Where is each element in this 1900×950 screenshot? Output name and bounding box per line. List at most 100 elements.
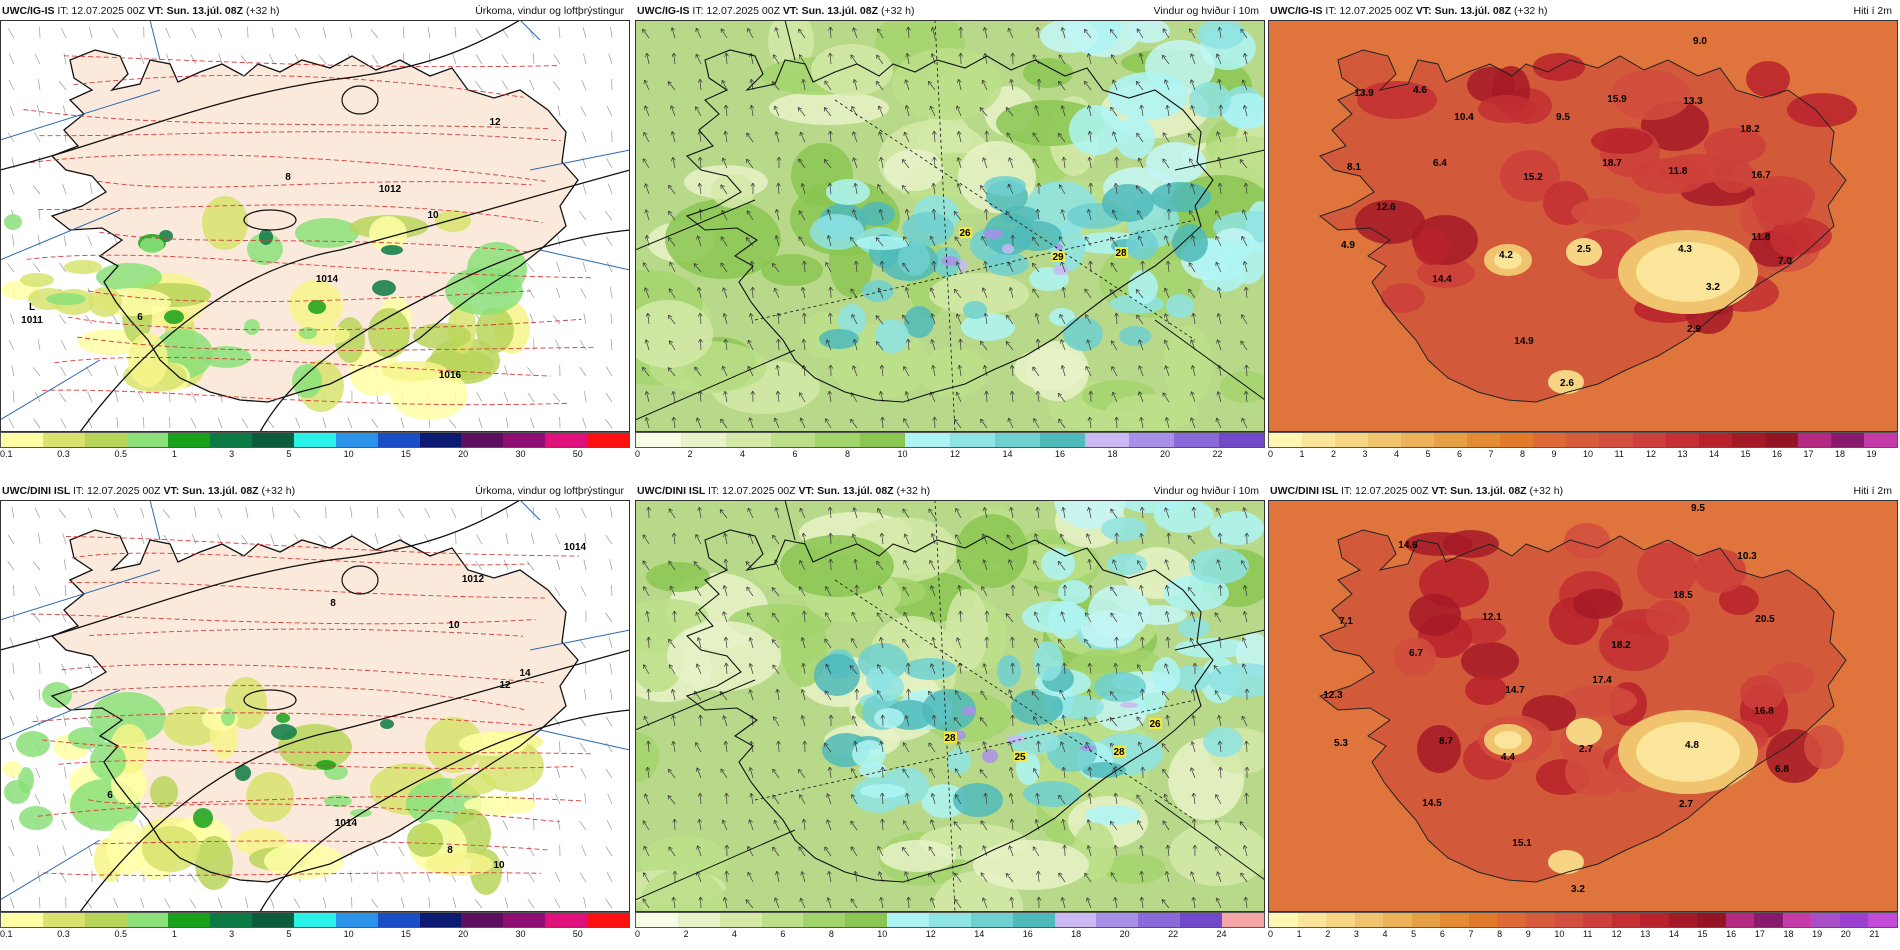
colorbar-swatch bbox=[1497, 913, 1526, 927]
colorbar-swatch bbox=[1764, 433, 1798, 447]
colorbar-ticks: 0 1 2 3 4 5 6 7 8 9 10 11 12 13 14 15 16 17 18 19 bbox=[1268, 449, 1898, 461]
colorbar-swatch bbox=[1797, 433, 1831, 447]
map-value-label: 9.5 bbox=[1556, 112, 1570, 123]
colorbar-swatch bbox=[1054, 913, 1097, 927]
init-time: IT: 12.07.2025 00Z bbox=[707, 485, 796, 497]
colorbar-swatch bbox=[252, 433, 295, 447]
colorbar-swatch bbox=[845, 913, 888, 927]
map-area: 1012 1014 1014 8 10 12 14 6 8 10 bbox=[0, 500, 630, 912]
colorbar-swatch bbox=[1383, 913, 1412, 927]
colorbar-tick-label: 0 bbox=[1268, 449, 1274, 459]
colorbar-swatch bbox=[1411, 913, 1441, 927]
colorbar-swatch bbox=[1668, 913, 1698, 927]
colorbar-swatch bbox=[503, 433, 546, 447]
init-time: IT: 12.07.2025 00Z bbox=[1340, 485, 1429, 497]
colorbar-ticks: 0.1 0.3 0.5 1 3 5 10 15 20 30 50 bbox=[0, 449, 630, 461]
colorbar-swatch bbox=[1012, 913, 1055, 927]
map-value-label: 4.8 bbox=[1685, 740, 1699, 751]
colorbar-swatch bbox=[1665, 433, 1699, 447]
colorbar-tick-label: 2 bbox=[1325, 929, 1331, 939]
colorbar-tick-label: 13 bbox=[1640, 929, 1651, 939]
colorbar-tick-label: 7 bbox=[1468, 929, 1474, 939]
gust-label-bg bbox=[944, 732, 957, 743]
map-value-label: 16.7 bbox=[1751, 170, 1771, 181]
colorbar-swatch bbox=[419, 433, 462, 447]
lead-time: (+32 h) bbox=[880, 5, 915, 17]
colorbar-swatch bbox=[1335, 433, 1369, 447]
colorbar-swatch bbox=[1468, 913, 1498, 927]
map-value-label: 2.7 bbox=[1679, 799, 1693, 810]
map-value-label: 12.1 bbox=[1482, 612, 1502, 623]
map-canvas: 9.0 13.9 4.6 10.4 15.9 13.3 9.5 18.2 8.1 6.4 15.2 1… bbox=[1268, 20, 1898, 432]
colorbar-swatch bbox=[725, 433, 771, 447]
colorbar-tick-label: 30 bbox=[515, 449, 526, 459]
valid-time: VT: Sun. 13.júl. 08Z bbox=[798, 485, 894, 497]
colorbar-swatch bbox=[1039, 433, 1085, 447]
map-value-label: 8.1 bbox=[1347, 162, 1361, 173]
colorbar-swatch bbox=[1096, 913, 1139, 927]
map-value-label: 14.9 bbox=[1514, 336, 1534, 347]
colorbar-swatch bbox=[887, 913, 930, 927]
colorbar-swatch bbox=[42, 913, 85, 927]
colorbar bbox=[1268, 432, 1898, 448]
panel-title: Hiti í 2m bbox=[1853, 485, 1892, 497]
map-value-label: 14.7 bbox=[1505, 685, 1525, 696]
colorbar-swatch bbox=[1868, 913, 1898, 927]
colorbar-tick-label: 0 bbox=[635, 929, 641, 939]
colorbar-tick-label: 1 bbox=[1296, 929, 1302, 939]
colorbar bbox=[0, 432, 630, 448]
colorbar-tick-label: 15 bbox=[1740, 449, 1751, 459]
colorbar-tick-label: 0.3 bbox=[57, 929, 70, 939]
colorbar-tick-label: 9 bbox=[1551, 449, 1557, 459]
colorbar-tick-label: 12 bbox=[925, 929, 936, 939]
colorbar-swatch bbox=[1632, 433, 1666, 447]
map-value-label: 17.4 bbox=[1592, 675, 1612, 686]
colorbar-tick-label: 17 bbox=[1754, 929, 1765, 939]
map-value-label: 29 bbox=[1052, 252, 1064, 263]
valid-time: VT: Sun. 13.júl. 08Z bbox=[782, 5, 879, 17]
colorbar-tick-label: 4 bbox=[731, 929, 737, 939]
colorbar-ticks: 0 2 4 6 8 10 12 14 16 18 20 22 24 bbox=[635, 929, 1265, 941]
map-value-label: 10.4 bbox=[1454, 112, 1474, 123]
colorbar-swatch bbox=[1725, 913, 1755, 927]
colorbar-swatch bbox=[761, 913, 804, 927]
colorbar-swatch bbox=[1222, 913, 1264, 927]
colorbar-tick-label: 1 bbox=[171, 449, 177, 459]
lead-time: (+32 h) bbox=[1513, 5, 1548, 17]
colorbar-tick-label: 22 bbox=[1212, 449, 1223, 459]
colorbar-tick-label: 0.3 bbox=[57, 449, 70, 459]
colorbar-swatch bbox=[168, 913, 211, 927]
colorbar-swatch bbox=[905, 433, 951, 447]
colorbar-swatch bbox=[126, 913, 169, 927]
colorbar-swatch bbox=[377, 913, 420, 927]
model-name: UWC/IG-IS IT: 12.07.2025 00Z VT: Sun. 13… bbox=[1270, 5, 1548, 17]
model-name: UWC/DINI ISL IT: 12.07.2025 00Z VT: Sun.… bbox=[2, 485, 296, 497]
colorbar-tick-label: 5 bbox=[1425, 449, 1431, 459]
panel-header: UWC/IG-IS IT: 12.07.2025 00Z VT: Sun. 13… bbox=[635, 0, 1265, 20]
map-value-label: 8 bbox=[330, 598, 336, 609]
colorbar-swatch bbox=[815, 433, 861, 447]
map-value-label: 2.6 bbox=[1560, 378, 1574, 389]
colorbar-swatch bbox=[545, 433, 588, 447]
colorbar-swatch bbox=[1401, 433, 1435, 447]
map-value-label: 1012 bbox=[462, 574, 485, 585]
map-value-label: 1016 bbox=[439, 370, 462, 381]
map-canvas: 9.5 14.6 10.3 7.1 12.1 18.5 20.5 6.7 18.2 12.3 14.… bbox=[1268, 500, 1898, 912]
colorbar bbox=[1268, 912, 1898, 928]
colorbar-swatch bbox=[1, 913, 43, 927]
colorbar-tick-label: 15 bbox=[400, 929, 411, 939]
colorbar-tick-label: 10 bbox=[343, 449, 354, 459]
map-value-label: 6.8 bbox=[1775, 764, 1789, 775]
gust-label-bg bbox=[1115, 247, 1128, 258]
map-canvas: 28 25 28 26 bbox=[635, 500, 1265, 912]
colorbar-swatch bbox=[1, 433, 43, 447]
lead-time: (+32 h) bbox=[896, 485, 931, 497]
colorbar-tick-label: 5 bbox=[286, 449, 292, 459]
colorbar-tick-label: 12 bbox=[1646, 449, 1657, 459]
colorbar-tick-label: 13 bbox=[1677, 449, 1688, 459]
map-value-label: 3.2 bbox=[1706, 282, 1720, 293]
colorbar-tick-label: 15 bbox=[1697, 929, 1708, 939]
colorbar-tick-label: 16 bbox=[1022, 929, 1033, 939]
map-area: 9.5 14.6 10.3 7.1 12.1 18.5 20.5 6.7 18.2 12.3 14.… bbox=[1268, 500, 1898, 912]
colorbar-tick-label: 14 bbox=[1709, 449, 1720, 459]
